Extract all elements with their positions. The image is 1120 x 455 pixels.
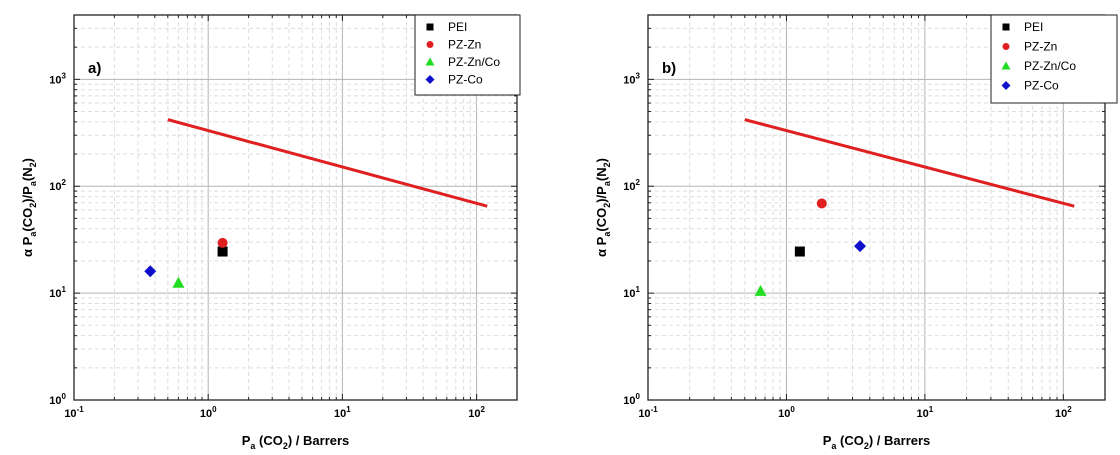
- plot-frame: [647, 14, 1106, 401]
- grid: [73, 14, 518, 401]
- legend-label: PZ-Zn/Co: [448, 55, 500, 69]
- legend-marker: [426, 41, 434, 48]
- data-point: [172, 276, 185, 288]
- x-tick-label: 101: [917, 405, 934, 420]
- data-point: [144, 265, 157, 278]
- grid: [647, 14, 1106, 401]
- y-tick-label: 103: [49, 71, 66, 86]
- y-tick-label: 100: [49, 392, 66, 407]
- series-pz-zn: [217, 237, 228, 248]
- series-pz-zn: [816, 198, 827, 209]
- y-tick-label: 101: [49, 285, 66, 300]
- legend-marker: [1002, 23, 1010, 31]
- upper-bound-line: [167, 118, 488, 208]
- series-pz-co: [854, 240, 867, 253]
- y-tick-label: 101: [623, 285, 640, 300]
- data-point: [816, 198, 827, 209]
- x-tick-label: 102: [1055, 405, 1072, 420]
- legend-label: PZ-Zn/Co: [1024, 59, 1076, 73]
- legend-marker: [1001, 81, 1011, 90]
- y-axis-label: α Pa(CO2)/Pa(N2): [20, 158, 38, 257]
- legend-label: PZ-Zn: [1024, 40, 1057, 54]
- y-tick-label: 102: [623, 178, 640, 193]
- legend-label: PEI: [448, 20, 467, 34]
- upper-bound-line: [744, 118, 1075, 208]
- x-axis-label: Pa (CO2) / Barrers: [242, 433, 350, 451]
- legend-label: PEI: [1024, 20, 1043, 34]
- series-pei: [794, 246, 805, 257]
- legend-marker: [1002, 43, 1010, 50]
- legend-label: PZ-Co: [1024, 79, 1059, 93]
- x-tick-label: 101: [334, 405, 351, 420]
- series-pz-co: [144, 265, 157, 278]
- legend: PEI PZ-Zn PZ-Zn/Co PZ-Co: [990, 14, 1118, 104]
- legend-marker: [425, 57, 435, 66]
- series-pei: [217, 246, 228, 257]
- legend-box: [990, 14, 1118, 104]
- y-tick-label: 102: [49, 178, 66, 193]
- legend-label: PZ-Zn: [448, 38, 481, 52]
- y-tick-label: 100: [623, 392, 640, 407]
- y-tick-label: 103: [623, 71, 640, 86]
- series-pz-zn-co: [754, 284, 767, 296]
- data-point: [754, 284, 767, 296]
- legend-marker: [425, 75, 435, 84]
- y-axis-label: α Pa(CO2)/Pa(N2): [594, 158, 612, 257]
- legend: PEI PZ-Zn PZ-Zn/Co PZ-Co: [414, 14, 521, 96]
- panel-label: b): [662, 60, 676, 77]
- legend-label: PZ-Co: [448, 73, 483, 87]
- x-tick-label: 100: [200, 405, 217, 420]
- x-tick-label: 10-1: [638, 405, 658, 420]
- x-tick-label: 100: [778, 405, 795, 420]
- panel-label: a): [88, 60, 101, 77]
- data-point: [217, 237, 228, 248]
- series-pz-zn-co: [172, 276, 185, 288]
- data-point: [217, 246, 228, 257]
- x-tick-label: 102: [468, 405, 485, 420]
- data-point: [854, 240, 867, 253]
- data-point: [794, 246, 805, 257]
- x-tick-label: 10-1: [64, 405, 84, 420]
- legend-marker: [426, 23, 434, 31]
- x-axis-label: Pa (CO2) / Barrers: [823, 433, 931, 451]
- legend-marker: [1001, 61, 1011, 70]
- plot-frame: [73, 14, 518, 401]
